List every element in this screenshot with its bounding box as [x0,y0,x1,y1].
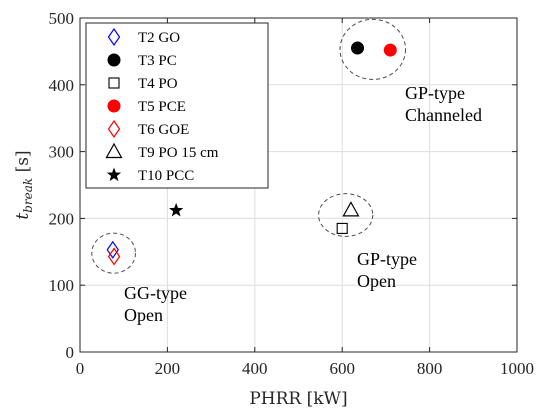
y-tick-label: 400 [49,76,75,95]
legend-marker [107,53,121,67]
x-tick-label: 600 [329,359,355,378]
axis-ticks: 0 200 400 600 800 1000 0 100 200 300 400 500 [49,9,535,378]
x-tick-label: 400 [242,359,268,378]
y-axis-label-sub: break [21,178,35,213]
group-ellipse [91,232,136,274]
group-label: GG-type [124,283,187,303]
y-tick-label: 0 [66,343,75,362]
data-point [107,247,121,266]
group-ellipse [318,193,374,237]
legend-marker [105,142,123,159]
group-label: GP-type [405,83,465,103]
data-point [169,202,184,217]
legend-marker [107,99,121,113]
data-point [106,240,120,259]
legend-entry: T3 PC [138,53,177,69]
y-axis-label: tbreak [s] [13,150,35,219]
legend-entry: T4 PO [138,76,178,92]
x-tick-label: 800 [417,359,443,378]
y-tick-label: 500 [49,9,75,28]
data-point [383,43,397,57]
y-axis-label-main: t [13,213,33,220]
x-tick-label: 0 [76,359,85,378]
legend: T2 GO T3 PC T4 PO T5 PCE T6 GOE T9 PO 15 cm T1… [85,22,269,189]
y-axis-label-unit: [s] [13,150,33,177]
y-tick-label: 100 [49,276,75,295]
legend-entry: T6 GOE [138,122,189,138]
group-label: Open [357,271,396,291]
group-label: Open [124,305,163,325]
legend-entry: T2 GO [138,30,180,46]
x-axis-label: PHRR [kW] [249,389,347,409]
legend-marker [106,167,122,182]
data-point [350,41,364,55]
data-point [336,222,348,234]
x-tick-label: 1000 [500,359,534,378]
data-point [342,201,360,217]
y-tick-label: 300 [49,143,75,162]
legend-marker [107,119,121,139]
group-label: GP-type [357,249,417,269]
legend-entry: T10 PCC [138,168,194,184]
x-tick-label: 200 [155,359,181,378]
group-ellipse [339,18,407,80]
group-label: Channeled [405,105,482,125]
plot-frame [79,17,518,353]
legend-marker [108,77,120,89]
data-points [106,41,397,266]
legend-entry: T5 PCE [138,99,186,115]
legend-entry: T9 PO 15 cm [138,145,219,161]
y-tick-label: 200 [49,209,75,228]
legend-marker [107,27,121,47]
